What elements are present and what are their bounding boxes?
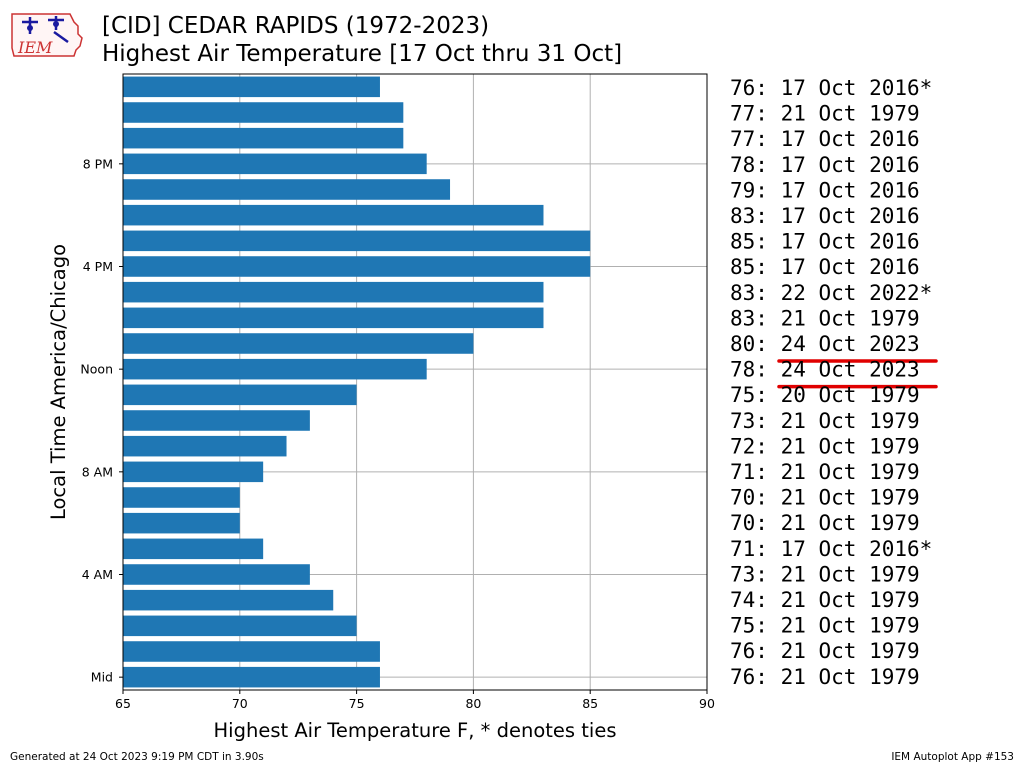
bar-hour-15 [123, 281, 544, 303]
logo-text: IEM [17, 38, 53, 57]
bar-hour-10 [123, 410, 310, 431]
bar-hour-22 [123, 102, 404, 123]
y-axis-label: Local Time America/Chicago [47, 244, 70, 520]
annotation-row: 74: 21 Oct 1979 [730, 588, 920, 612]
bar-hour-8 [123, 461, 264, 483]
x-tick-label: 75 [349, 696, 365, 711]
bar-hour-2 [123, 615, 357, 637]
bar-hour-19 [123, 179, 451, 200]
annotation-row: 70: 21 Oct 1979 [730, 511, 920, 535]
bar-hour-17 [123, 230, 591, 252]
bar-hour-20 [123, 153, 427, 175]
y-tick-label: 4 AM [82, 567, 113, 582]
axis-ticks: 65 70 75 80 85 90 Mid 4 AM 8 AM Noon 4 PM 8 PM [80, 156, 715, 711]
annotation-row: 75: 21 Oct 1979 [730, 614, 920, 638]
bar-hour-18 [123, 204, 544, 226]
bar-hour-3 [123, 589, 334, 611]
annotation-row: 75: 20 Oct 1979 [730, 383, 920, 407]
y-tick-label: Mid [91, 670, 113, 685]
x-tick-label: 90 [699, 696, 715, 711]
annotation-row: 79: 17 Oct 2016 [730, 178, 920, 202]
annotation-row: 78: 17 Oct 2016 [730, 153, 920, 177]
bar-hour-9 [123, 435, 287, 457]
x-tick-label: 65 [115, 696, 131, 711]
bar-hour-23 [123, 76, 380, 98]
annotation-row: 85: 17 Oct 2016 [730, 255, 920, 279]
annotation-row: 80: 24 Oct 2023 [730, 332, 920, 356]
annotation-row: 83: 17 Oct 2016 [730, 204, 920, 228]
annotation-row: 85: 17 Oct 2016 [730, 230, 920, 254]
annotation-row: 71: 17 Oct 2016* [730, 537, 932, 561]
x-tick-label: 70 [232, 696, 248, 711]
bar-hour-6 [123, 512, 240, 534]
x-tick-label: 80 [465, 696, 481, 711]
annotation-row: 78: 24 Oct 2023 [730, 358, 920, 382]
bar-hour-7 [123, 487, 240, 508]
annotation-row: 77: 21 Oct 1979 [730, 102, 920, 126]
x-tick-label: 85 [582, 696, 598, 711]
annotation-row: 72: 21 Oct 1979 [730, 434, 920, 458]
y-tick-label: 4 PM [83, 259, 113, 274]
bar-hour-12 [123, 358, 427, 380]
app-id: IEM Autoplot App #153 [891, 751, 1014, 763]
plot-frame [122, 73, 708, 691]
iem-logo: IEM [11, 13, 83, 57]
bar-hour-0 [123, 666, 380, 688]
annotation-row: 73: 21 Oct 1979 [730, 409, 920, 433]
annotation-row: 83: 21 Oct 1979 [730, 306, 920, 330]
annotation-row: 76: 17 Oct 2016* [730, 76, 932, 100]
bar-hour-14 [123, 307, 544, 329]
bar-hour-5 [123, 538, 264, 560]
generated-timestamp: Generated at 24 Oct 2023 9:19 PM CDT in … [10, 751, 264, 763]
bar-hour-16 [123, 256, 591, 277]
chart-subtitle: Highest Air Temperature [17 Oct thru 31 … [102, 41, 623, 67]
y-tick-label: Noon [80, 362, 113, 377]
annotation-row: 73: 21 Oct 1979 [730, 562, 920, 586]
annotation-row: 83: 22 Oct 2022* [730, 281, 932, 305]
bars [123, 76, 591, 688]
annotation-row: 76: 21 Oct 1979 [730, 639, 920, 663]
y-tick-label: 8 PM [83, 156, 113, 171]
bar-hour-13 [123, 333, 474, 354]
annotation-row: 70: 21 Oct 1979 [730, 486, 920, 510]
bar-hour-4 [123, 564, 310, 585]
annotation-row: 76: 21 Oct 1979 [730, 665, 920, 689]
bar-hour-21 [123, 127, 404, 149]
bar-hour-11 [123, 384, 357, 406]
x-axis-label: Highest Air Temperature F, * denotes tie… [214, 719, 617, 742]
bar-hour-1 [123, 641, 380, 662]
annotation-row: 71: 21 Oct 1979 [730, 460, 920, 484]
annotation-row: 77: 17 Oct 2016 [730, 127, 920, 151]
y-tick-label: 8 AM [82, 464, 113, 479]
chart-title: [CID] CEDAR RAPIDS (1972-2023) [102, 13, 490, 39]
